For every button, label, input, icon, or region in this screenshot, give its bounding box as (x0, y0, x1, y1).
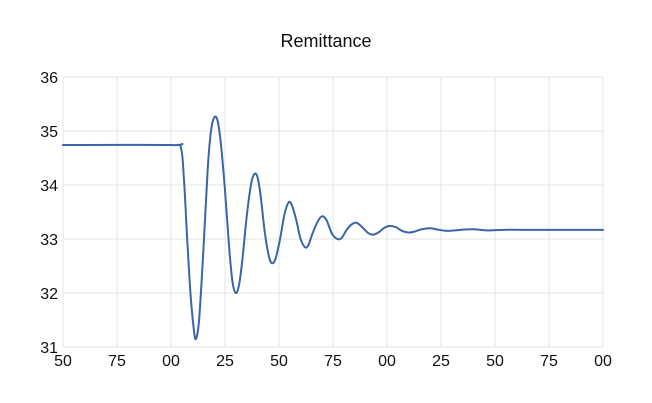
y-tick-label: 33 (40, 232, 58, 249)
y-tick-label: 35 (40, 124, 58, 141)
x-tick-label: 25 (216, 353, 234, 370)
chart-title: Remittance (280, 31, 372, 51)
x-tick-label: 75 (540, 353, 558, 370)
y-tick-label: 36 (40, 70, 58, 87)
gridlines (62, 76, 604, 348)
x-axis-tick-labels: 50 75 00 25 50 75 00 25 50 75 00 (54, 353, 612, 370)
y-axis-tick-labels: 31 32 33 34 35 36 (40, 70, 58, 357)
x-tick-label: 25 (432, 353, 450, 370)
x-tick-label: 00 (162, 353, 180, 370)
x-tick-label: 00 (594, 353, 612, 370)
y-tick-label: 34 (40, 178, 58, 195)
series-layer (62, 115, 604, 341)
x-tick-label: 50 (54, 353, 72, 370)
x-tick-label: 50 (486, 353, 504, 370)
x-tick-label: 50 (270, 353, 288, 370)
series-line (62, 115, 604, 341)
y-tick-label: 31 (40, 340, 58, 357)
y-tick-label: 32 (40, 286, 58, 303)
x-tick-label: 75 (108, 353, 126, 370)
x-tick-label: 00 (378, 353, 396, 370)
x-tick-label: 75 (324, 353, 342, 370)
